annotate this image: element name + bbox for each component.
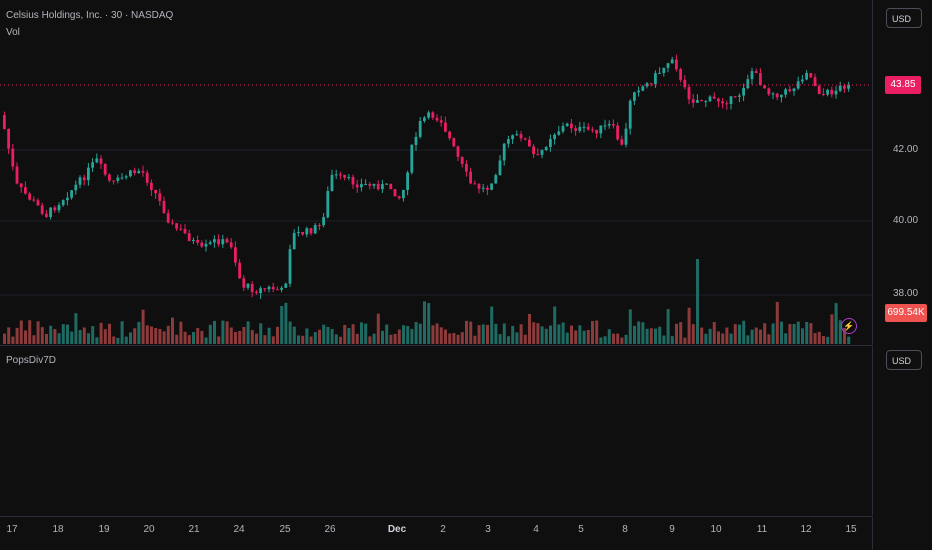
time-label-dec: Dec — [387, 524, 407, 535]
time-label-25: 25 — [279, 524, 291, 535]
price-tick-38: 38.00 — [893, 288, 919, 299]
time-label-20: 20 — [143, 524, 155, 535]
volume-value-badge: 699.54K — [885, 304, 927, 322]
price-scale[interactable] — [872, 0, 932, 345]
time-label-10: 10 — [710, 524, 722, 535]
time-label-26: 26 — [324, 524, 336, 535]
time-label-9: 9 — [669, 524, 675, 535]
main-chart-pane[interactable]: Celsius Holdings, Inc. · 30 · NASDAQ Vol — [0, 0, 872, 346]
indicator-legend[interactable]: PopsDiv7D — [6, 355, 57, 366]
time-label-3: 3 — [485, 524, 491, 535]
time-label-18: 18 — [52, 524, 64, 535]
price-tick-42: 42.00 — [893, 144, 919, 155]
candlestick-chart[interactable] — [0, 0, 872, 345]
time-axis[interactable] — [0, 517, 872, 550]
indicator-scale[interactable] — [872, 346, 932, 516]
time-label-15: 15 — [845, 524, 857, 535]
time-label-5: 5 — [578, 524, 584, 535]
time-label-21: 21 — [188, 524, 200, 535]
axis-corner — [872, 517, 932, 550]
last-price-badge: 43.85 — [885, 76, 921, 94]
indicator-pane[interactable]: PopsDiv7D — [0, 346, 872, 517]
time-label-12: 12 — [800, 524, 812, 535]
time-label-24: 24 — [233, 524, 245, 535]
time-label-2: 2 — [440, 524, 446, 535]
price-tick-40: 40.00 — [893, 215, 919, 226]
time-label-11: 11 — [756, 524, 768, 535]
currency-button[interactable]: USD — [886, 8, 922, 28]
time-label-8: 8 — [622, 524, 628, 535]
indicator-currency-button[interactable]: USD — [886, 350, 922, 370]
lightning-bolt-icon[interactable]: ⚡ — [841, 318, 857, 334]
volume-legend[interactable]: Vol — [6, 27, 20, 38]
time-label-19: 19 — [98, 524, 110, 535]
time-label-17: 17 — [6, 524, 18, 535]
symbol-title[interactable]: Celsius Holdings, Inc. · 30 · NASDAQ — [6, 10, 174, 21]
time-label-4: 4 — [533, 524, 539, 535]
